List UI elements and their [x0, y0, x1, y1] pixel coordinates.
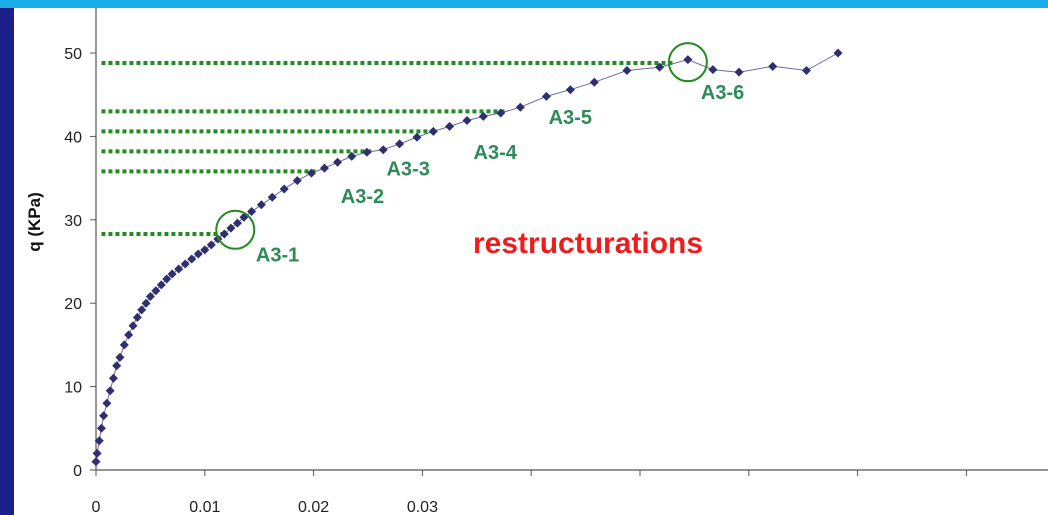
y-axis-label: q (KPa) [25, 192, 44, 252]
data-point [734, 67, 744, 77]
data-point [145, 292, 155, 302]
data-point [137, 305, 147, 315]
annotation-label: A3-2 [341, 186, 384, 208]
data-point [655, 62, 665, 72]
data-point [428, 126, 438, 136]
data-point [801, 66, 811, 76]
data-point [193, 249, 203, 259]
data-point [92, 448, 102, 458]
y-tick-label: 50 [64, 46, 82, 63]
data-point [162, 274, 172, 284]
data-point [565, 85, 575, 95]
data-point [683, 55, 693, 65]
reference-lines [101, 61, 676, 236]
annotation-circle [215, 209, 256, 250]
data-point [478, 111, 488, 121]
data-point [105, 386, 115, 396]
top-bar [0, 0, 1048, 8]
data-point [462, 116, 472, 126]
data-point [102, 398, 112, 408]
data-point [206, 240, 216, 250]
x-tick-label: 0 [92, 499, 101, 515]
data-point [378, 145, 388, 155]
x-tick-label: 0.02 [298, 499, 329, 515]
data-point [99, 411, 109, 421]
data-point [112, 361, 122, 371]
annotation-label: A3-5 [549, 107, 592, 129]
annotation-label: A3-6 [701, 82, 744, 104]
data-point [319, 163, 329, 173]
data-point [362, 147, 372, 157]
data-point [708, 65, 718, 75]
data-point [333, 157, 343, 167]
data-point [119, 340, 129, 350]
annotation-circle [667, 42, 708, 83]
restructurations-label: restructurations [473, 227, 703, 260]
data-point [515, 102, 525, 112]
data-point [226, 223, 236, 233]
data-point [180, 259, 190, 269]
data-point [768, 61, 778, 71]
y-tick-label: 10 [64, 380, 82, 397]
data-point [167, 269, 177, 279]
y-tick-label: 40 [64, 129, 82, 146]
annotation-label: A3-3 [386, 159, 429, 181]
data-point [174, 264, 184, 274]
data-point [412, 132, 422, 142]
data-point [141, 298, 151, 308]
chart-panel: 0 10 20 30 40 50 0 0.01 0.02 0.03 A3-1 A3-2 A3-3 A3-… [14, 8, 1048, 515]
data-point [622, 66, 632, 76]
x-tick-label: 0.01 [189, 499, 220, 515]
data-point [833, 48, 843, 58]
data-point [589, 77, 599, 87]
data-point [128, 321, 138, 331]
data-point [91, 457, 101, 467]
data-point [347, 151, 357, 161]
data-point [279, 184, 289, 194]
data-point [96, 423, 106, 433]
data-point [395, 139, 405, 149]
data-series [91, 48, 843, 467]
annotations: A3-1 A3-2A3-3 A3-4 A3-5 A3-6 [215, 42, 744, 267]
data-point [232, 218, 242, 228]
data-point [219, 229, 229, 239]
data-point [94, 436, 104, 446]
data-point [445, 121, 455, 131]
data-point [247, 206, 257, 216]
data-point [156, 280, 166, 290]
x-tick-label: 0.03 [407, 499, 438, 515]
data-point [256, 200, 266, 210]
annotation-label: A3-1 [256, 245, 299, 267]
y-tick-label: 20 [64, 296, 82, 313]
data-point [151, 286, 161, 296]
data-point [187, 254, 197, 264]
axes: 0 10 20 30 40 50 0 0.01 0.02 0.03 [64, 8, 1048, 515]
data-point [541, 91, 551, 101]
data-point [115, 352, 125, 362]
data-point [132, 312, 142, 322]
data-point [496, 108, 506, 118]
data-point [292, 176, 302, 186]
y-tick-label: 30 [64, 213, 82, 230]
y-tick-label: 0 [73, 463, 82, 480]
annotation-label: A3-4 [474, 142, 518, 164]
data-point [108, 373, 118, 383]
data-point [267, 192, 277, 202]
series-line [95, 52, 839, 462]
data-point [124, 330, 134, 340]
data-point [306, 168, 316, 178]
data-point [200, 245, 210, 255]
